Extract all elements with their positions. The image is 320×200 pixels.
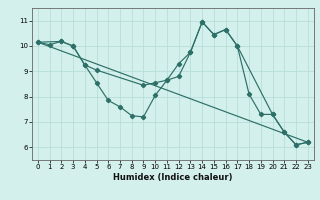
- X-axis label: Humidex (Indice chaleur): Humidex (Indice chaleur): [113, 173, 233, 182]
